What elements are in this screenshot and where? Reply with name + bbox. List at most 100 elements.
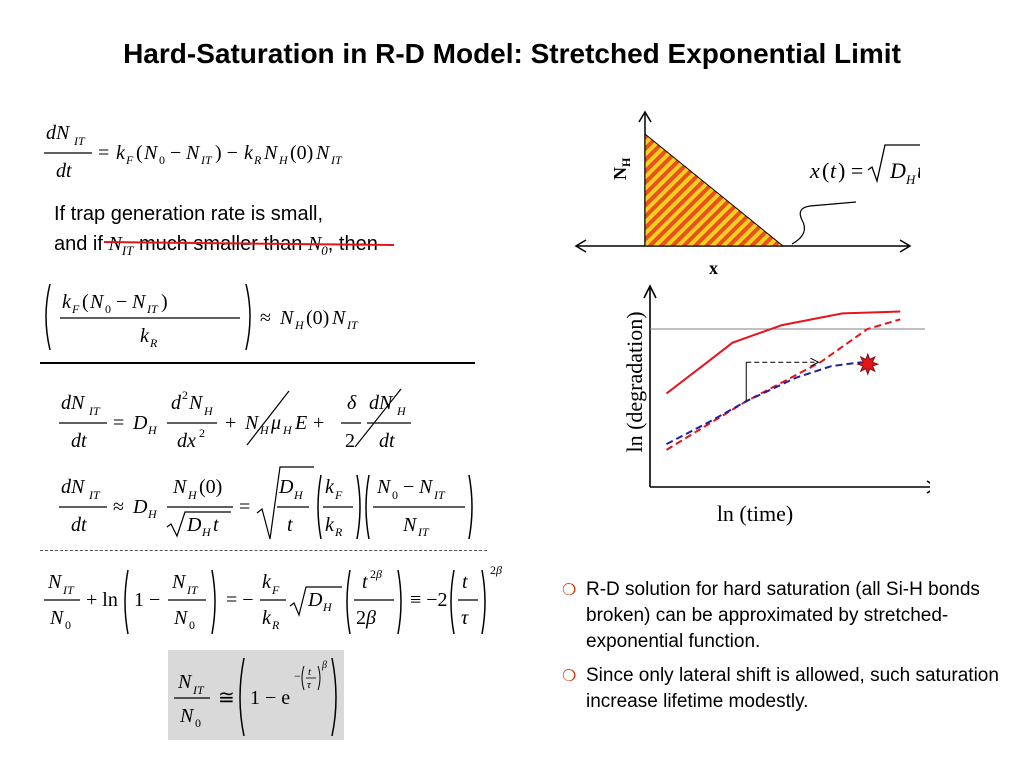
svg-text:dt: dt [71,430,87,452]
svg-text:H: H [147,423,158,437]
svg-text:H: H [147,507,158,521]
svg-text:0: 0 [65,618,71,632]
divider-solid [40,362,475,364]
svg-text:+: + [225,412,236,434]
svg-text:F: F [334,488,343,502]
svg-text:N: N [131,291,147,313]
svg-text:R: R [149,336,158,350]
svg-text:k: k [62,291,72,313]
svg-text:≈: ≈ [260,307,271,329]
svg-text:d: d [171,392,182,414]
svg-text:N: N [418,476,434,498]
svg-text:t: t [362,571,368,593]
svg-text:t: t [308,666,312,678]
svg-text:0: 0 [195,716,201,730]
svg-text:H: H [278,153,289,167]
svg-text:= −: = − [226,589,254,611]
svg-text:H: H [187,488,198,502]
svg-text:0: 0 [392,488,398,502]
svg-text:IT: IT [146,302,159,316]
svg-text:N: N [402,514,418,536]
svg-text:N: N [179,705,195,727]
svg-text:0: 0 [189,618,195,632]
degradation-chart: ln (degradation) ln (time) [622,284,930,526]
svg-text:D: D [889,158,906,183]
svg-text:N: N [244,412,260,434]
slide-title: Hard-Saturation in R-D Model: Stretched … [123,38,901,69]
svg-text:β: β [321,660,327,671]
svg-text:k: k [116,142,126,164]
svg-text:H: H [293,488,304,502]
svg-text:D: D [132,412,148,434]
svg-text:N: N [315,142,331,164]
svg-text:IT: IT [192,683,205,697]
svg-text:IT: IT [88,488,101,502]
svg-text:(0): (0) [306,307,329,329]
svg-text:IT: IT [330,153,343,167]
svg-text:IT: IT [417,525,430,539]
svg-text:N: N [143,142,159,164]
condition-line-1: If trap generation rate is small, [54,203,324,225]
svg-text:2β: 2β [356,607,376,629]
svg-text:k: k [244,142,254,164]
boxed-result [168,650,344,740]
hydrogen-profile-triangle [644,132,785,247]
svg-text:N: N [331,307,347,329]
svg-text:N: N [188,392,204,414]
svg-text:H: H [259,423,270,437]
svg-text:H: H [396,404,407,418]
svg-text:2: 2 [182,388,188,402]
equation-stretched-exponential: N IT N 0 ≅ 1 − e − t τ β [174,657,337,737]
breakdown-burst-icon [856,352,880,376]
svg-text:2: 2 [199,426,205,440]
svg-text:H: H [294,318,305,332]
svg-text:dt: dt [56,160,72,182]
svg-text:t: t [830,158,837,183]
callout-squiggle [791,201,857,245]
svg-text:t: t [213,514,219,536]
svg-text:dx: dx [177,430,196,452]
svg-text:dN: dN [61,392,86,414]
svg-text:≈: ≈ [113,496,124,518]
svg-text:F: F [71,302,80,316]
svg-text:N: N [279,307,295,329]
svg-text:H: H [905,172,916,187]
svg-text:D: D [278,476,294,498]
svg-text:): ) [161,291,168,313]
svg-text:=: = [98,142,109,164]
equation-trap-generation-rate: dN IT dt = k F ( N 0 − N IT ) − k R N H … [44,122,343,182]
svg-text:=: = [239,496,250,518]
svg-text:E: E [294,412,307,434]
svg-text:dt: dt [71,514,87,536]
bullet-item: ❍ Since only lateral shift is allowed, su… [562,663,1002,715]
diagram-x-axis-label: x [709,258,718,278]
svg-text:N: N [376,476,392,498]
condition-var-nit: NIT [108,233,134,258]
svg-text:0: 0 [105,302,111,316]
svg-text:τ: τ [307,679,312,691]
diffusion-front-diagram: NH x x ( t ) = D H t [574,110,920,278]
svg-text:IT: IT [88,404,101,418]
svg-text:(0): (0) [199,476,222,498]
svg-text:−: − [116,291,127,313]
svg-text:(: ( [822,158,829,183]
svg-text:D: D [132,496,148,518]
svg-text:IT: IT [62,583,75,597]
svg-text:0: 0 [159,153,165,167]
svg-text:H: H [201,525,212,539]
equation-approximation: k F ( N 0 − N IT ) k R ≈ N H (0) N IT [45,283,359,351]
chart-y-arrow [643,284,657,299]
svg-text:2β: 2β [490,563,502,577]
svg-text:2: 2 [345,430,355,452]
chart-y-axis-label: ln (degradation) [622,311,647,452]
svg-text:k: k [325,514,335,536]
svg-text:H: H [203,404,214,418]
svg-text:IT: IT [186,583,199,597]
svg-text:1 −: 1 − [134,589,160,611]
svg-text:≅: ≅ [218,687,235,709]
svg-text:+ ln: + ln [86,589,118,611]
svg-text:H: H [282,423,293,437]
chart-series-line-1 [665,310,901,395]
svg-text:dN: dN [61,476,86,498]
chart-series-line-2 [665,318,901,451]
